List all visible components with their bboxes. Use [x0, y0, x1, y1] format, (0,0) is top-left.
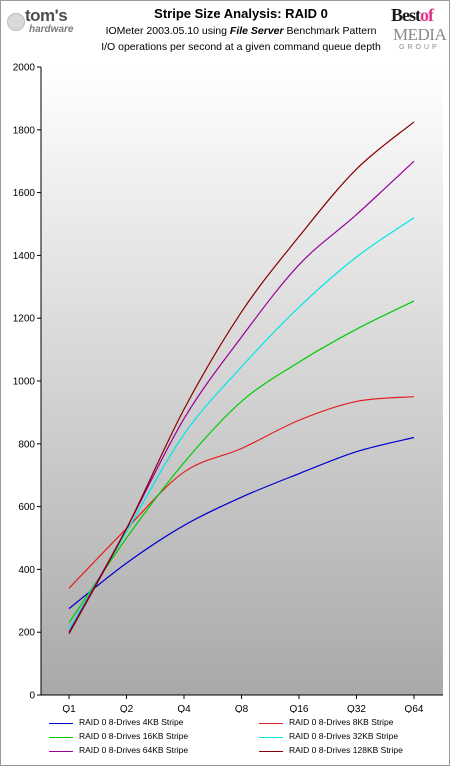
- series-line-1: [68, 436, 415, 610]
- x-tick-label: Q8: [235, 704, 249, 713]
- y-tick-label: 1200: [13, 314, 36, 325]
- legend-label: RAID 0 8-Drives 64KB Stripe: [79, 745, 189, 755]
- logo-group-text: GROUP: [399, 44, 440, 51]
- chart-header: tom's hardware Stripe Size Analysis: RAI…: [1, 1, 449, 61]
- legend-label: RAID 0 8-Drives 8KB Stripe: [289, 717, 394, 727]
- subtitle-emph: File Server: [229, 25, 284, 37]
- y-tick-label: 1800: [13, 125, 36, 136]
- subtitle-pre: IOMeter 2003.05.10 using: [105, 25, 227, 37]
- chart-subtitle: IOMeter 2003.05.10 using File Server Ben…: [61, 25, 421, 37]
- legend-swatch: [259, 751, 283, 752]
- y-tick-label: 1000: [13, 377, 36, 388]
- series-line-4: [68, 217, 415, 630]
- logo-globe-icon: [7, 13, 25, 31]
- logo-of-word: of: [420, 5, 434, 25]
- logo-hardware-text: hardware: [29, 24, 74, 35]
- legend-item: RAID 0 8-Drives 128KB Stripe: [259, 745, 444, 759]
- y-tick-label: 2000: [13, 63, 36, 74]
- logo-best-word: Best: [391, 5, 421, 25]
- line-chart: 0 200 400 600 800 1000 1200 1400 1600 1800 2000 Q1…: [13, 63, 443, 713]
- plot-area: [41, 67, 443, 695]
- y-tick-label: 0: [29, 691, 35, 702]
- legend-item: RAID 0 8-Drives 8KB Stripe: [259, 717, 444, 731]
- legend-item: RAID 0 8-Drives 32KB Stripe: [259, 731, 444, 745]
- legend-item: RAID 0 8-Drives 16KB Stripe: [49, 731, 234, 745]
- best-of-media-logo: Bestof MEDIA GROUP: [391, 5, 449, 53]
- chart-subtitle-2: I/O operations per second at a given com…: [101, 41, 381, 53]
- legend-label: RAID 0 8-Drives 128KB Stripe: [289, 745, 403, 755]
- legend-item: RAID 0 8-Drives 64KB Stripe: [49, 745, 234, 759]
- logo-toms-text: tom's: [25, 6, 68, 25]
- legend-swatch: [49, 737, 73, 738]
- toms-hardware-logo: tom's hardware: [7, 5, 85, 39]
- x-tick-label: Q64: [405, 704, 424, 713]
- y-axis: 0 200 400 600 800 1000 1200 1400 1600 1800 2000: [13, 63, 41, 702]
- y-tick-label: 200: [18, 628, 35, 639]
- x-tick-label: Q4: [177, 704, 191, 713]
- series-line-3: [68, 300, 415, 624]
- series-lines: [68, 121, 415, 635]
- y-tick-label: 800: [18, 439, 35, 450]
- x-axis: Q1 Q2 Q4 Q8 Q16 Q32 Q64: [62, 695, 424, 713]
- x-tick-label: Q1: [62, 704, 76, 713]
- y-tick-label: 600: [18, 502, 35, 513]
- legend-label: RAID 0 8-Drives 32KB Stripe: [289, 731, 399, 741]
- legend-swatch: [259, 737, 283, 738]
- logo-best-text: Bestof: [391, 5, 434, 26]
- y-tick-label: 1600: [13, 188, 36, 199]
- logo-media-text: MEDIA: [393, 25, 447, 44]
- y-tick-label: 400: [18, 565, 35, 576]
- subtitle-post: Benchmark Pattern: [286, 25, 377, 37]
- x-tick-label: Q16: [290, 704, 309, 713]
- x-tick-label: Q32: [347, 704, 366, 713]
- series-line-6: [68, 121, 415, 635]
- legend-label: RAID 0 8-Drives 4KB Stripe: [79, 717, 184, 727]
- y-tick-label: 1400: [13, 251, 36, 262]
- legend-swatch: [49, 751, 73, 752]
- legend-swatch: [49, 723, 73, 724]
- chart-title: Stripe Size Analysis: RAID 0: [154, 6, 328, 21]
- legend-swatch: [259, 723, 283, 724]
- x-tick-label: Q2: [120, 704, 134, 713]
- legend-label: RAID 0 8-Drives 16KB Stripe: [79, 731, 189, 741]
- legend-item: RAID 0 8-Drives 4KB Stripe: [49, 717, 234, 731]
- legend: RAID 0 8-Drives 4KB Stripe RAID 0 8-Drive…: [1, 713, 449, 765]
